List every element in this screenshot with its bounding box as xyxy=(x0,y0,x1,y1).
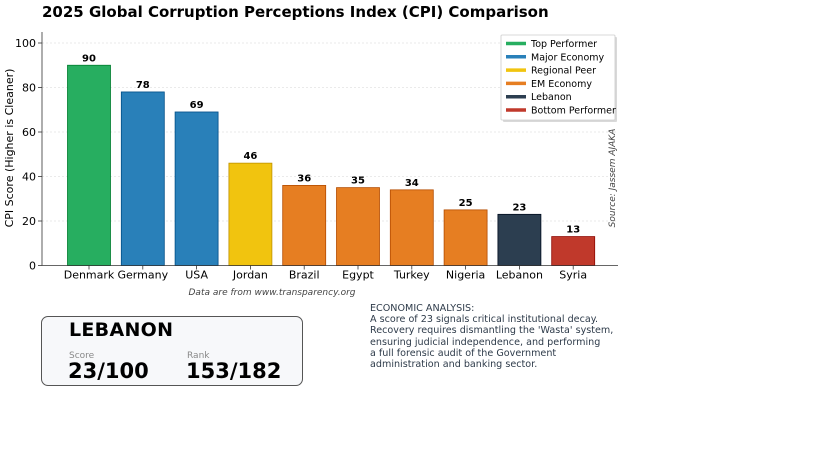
bar-denmark xyxy=(67,64,111,266)
cpi-bar-chart: 2025 Global Corruption Perceptions Index… xyxy=(3,3,618,298)
economic-analysis: ECONOMIC ANALYSIS: A score of 23 signals… xyxy=(370,303,630,370)
card-country-name: LEBANON xyxy=(69,319,174,341)
y-tick-label: 20 xyxy=(22,215,36,228)
legend-box xyxy=(500,34,616,121)
y-tick-label: 100 xyxy=(15,37,36,50)
bar-syria xyxy=(551,236,596,266)
analysis-line: administration and banking sector. xyxy=(370,359,538,371)
y-ticks: 0 20 40 60 80 100 xyxy=(15,37,42,273)
x-tick-label: Germany xyxy=(118,269,169,282)
data-source-note: Data are from www.transparency.org xyxy=(189,288,356,298)
x-tick-label: Brazil xyxy=(289,269,320,282)
analysis-line: ensuring judicial independence, and perf… xyxy=(370,336,601,348)
card-score-label: Score xyxy=(69,351,95,361)
legend-label: Top Performer xyxy=(530,39,597,50)
bar-turkey xyxy=(389,189,434,266)
x-tick-label: Denmark xyxy=(64,269,115,282)
x-tick-label: Egypt xyxy=(342,269,374,282)
y-tick-label: 40 xyxy=(22,171,36,184)
x-tick-label: Nigeria xyxy=(446,269,485,282)
bar-value-label: 23 xyxy=(512,202,526,213)
bar-egypt xyxy=(336,187,380,266)
card-rank-label: Rank xyxy=(187,351,210,361)
legend-label: Regional Peer xyxy=(531,66,596,77)
y-tick-label: 60 xyxy=(22,126,36,139)
analysis-heading: ECONOMIC ANALYSIS: xyxy=(370,303,475,314)
legend-label: Lebanon xyxy=(531,92,572,103)
chart-title: 2025 Global Corruption Perceptions Index… xyxy=(42,3,549,21)
bars: 90 78 69 46 36 35 34 25 23 13 xyxy=(67,53,596,266)
analysis-line: A score of 23 signals critical instituti… xyxy=(370,314,599,326)
y-tick-label: 0 xyxy=(29,260,36,273)
bar-value-label: 90 xyxy=(82,53,96,64)
x-tick-label: Jordan xyxy=(232,269,268,282)
bar-germany xyxy=(120,91,165,266)
x-tick-label: Turkey xyxy=(393,269,430,282)
bar-value-label: 35 xyxy=(351,176,365,187)
bar-brazil xyxy=(282,184,327,266)
legend-label: Major Economy xyxy=(531,52,605,63)
legend-label: Bottom Performer xyxy=(531,106,616,117)
analysis-line: a full forensic audit of the Government xyxy=(370,347,557,359)
bar-value-label: 25 xyxy=(459,198,473,209)
analysis-line: Recovery requires dismantling the 'Wasta… xyxy=(370,325,614,337)
x-tick-label: Syria xyxy=(559,269,587,282)
bar-lebanon xyxy=(497,213,542,266)
bar-jordan xyxy=(228,162,273,266)
bar-value-label: 46 xyxy=(243,151,257,162)
bar-value-label: 36 xyxy=(297,173,311,184)
y-tick-label: 80 xyxy=(22,82,36,95)
axes xyxy=(41,32,618,266)
source-credit: Source: Jassem AJAKA xyxy=(608,129,618,228)
bar-value-label: 13 xyxy=(566,225,580,236)
y-axis-label: CPI Score (Higher is Cleaner) xyxy=(3,69,16,228)
bar-nigeria xyxy=(443,209,488,266)
bar-value-label: 34 xyxy=(405,178,419,189)
country-summary-card: LEBANON Score 23/100 Rank 153/182 xyxy=(41,316,303,386)
bar-value-label: 78 xyxy=(136,80,150,91)
x-tick-label: USA xyxy=(185,269,208,282)
x-ticks: Denmark Germany USA Jordan Brazil Egypt Turkey… xyxy=(64,265,587,282)
bar-usa xyxy=(174,111,219,266)
x-tick-label: Lebanon xyxy=(496,269,543,282)
legend: Top Performer Major Economy Regional Peer E… xyxy=(500,34,617,122)
card-score-value: 23/100 xyxy=(68,359,149,383)
bar-value-label: 69 xyxy=(190,100,204,111)
legend-label: EM Economy xyxy=(531,79,592,90)
card-rank-value: 153/182 xyxy=(186,359,282,383)
